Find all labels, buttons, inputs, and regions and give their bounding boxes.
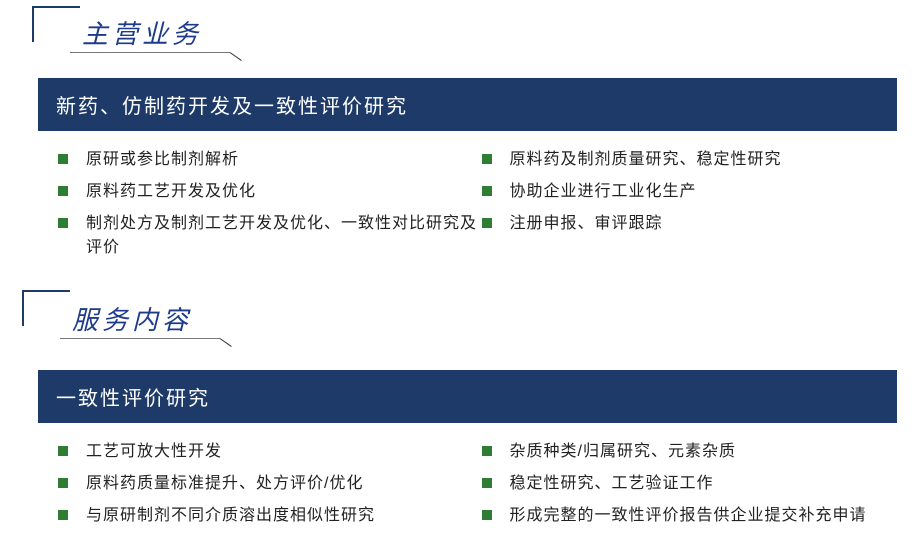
list-item: 原料药质量标准提升、处方评价/优化 [58,472,482,496]
bracket-decoration [32,6,80,42]
bullet-columns: 工艺可放大性开发原料药质量标准提升、处方评价/优化与原研制剂不同介质溶出度相似性… [58,440,905,536]
bullet-col-left: 工艺可放大性开发原料药质量标准提升、处方评价/优化与原研制剂不同介质溶出度相似性… [58,440,482,536]
bullet-col-left: 原研或参比制剂解析原料药工艺开发及优化制剂处方及制剂工艺开发及优化、一致性对比研… [58,148,482,268]
section-bar: 新药、仿制药开发及一致性评价研究 [38,78,897,131]
list-item: 工艺可放大性开发 [58,440,482,464]
bullet-columns: 原研或参比制剂解析原料药工艺开发及优化制剂处方及制剂工艺开发及优化、一致性对比研… [58,148,905,268]
list-item: 原料药及制剂质量研究、稳定性研究 [482,148,906,172]
list-item: 形成完整的一致性评价报告供企业提交补充申请 [482,504,906,528]
bullet-col-right: 原料药及制剂质量研究、稳定性研究协助企业进行工业化生产注册申报、审评跟踪 [482,148,906,268]
title-underline-end [230,52,242,61]
title-underline [70,52,230,53]
section-bar: 一致性评价研究 [38,370,897,423]
list-item: 稳定性研究、工艺验证工作 [482,472,906,496]
list-item: 原研或参比制剂解析 [58,148,482,172]
list-item: 与原研制剂不同介质溶出度相似性研究 [58,504,482,528]
title-underline [60,338,220,339]
list-item: 注册申报、审评跟踪 [482,212,906,236]
list-item: 原料药工艺开发及优化 [58,180,482,204]
title-underline-end [220,338,232,347]
list-item: 协助企业进行工业化生产 [482,180,906,204]
section-title: 主营业务 [82,14,202,51]
list-item: 杂质种类/归属研究、元素杂质 [482,440,906,464]
bracket-decoration [22,290,70,326]
section-title: 服务内容 [72,300,192,337]
bullet-col-right: 杂质种类/归属研究、元素杂质稳定性研究、工艺验证工作形成完整的一致性评价报告供企… [482,440,906,536]
list-item: 制剂处方及制剂工艺开发及优化、一致性对比研究及评价 [58,212,482,260]
